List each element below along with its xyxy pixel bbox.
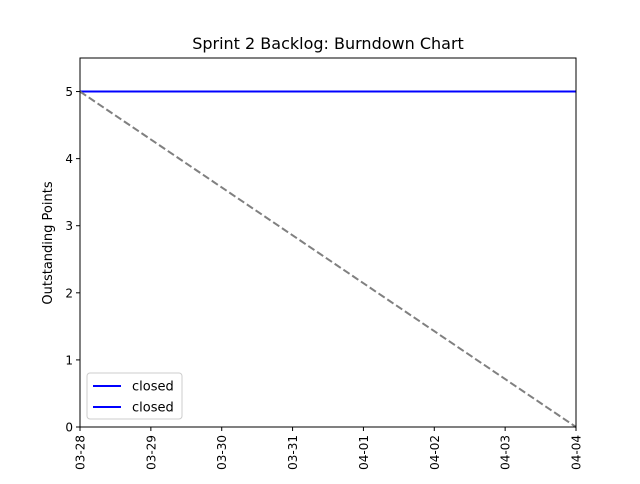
- x-tick-label: 04-04: [570, 435, 584, 470]
- x-tick-label: 04-03: [499, 435, 513, 470]
- y-tick-label: 2: [65, 286, 73, 300]
- series-line-2-ideal: [79, 90, 577, 428]
- y-tick-label: 0: [65, 421, 73, 435]
- y-tick-label: 4: [65, 152, 73, 166]
- legend-label: closed: [132, 380, 174, 395]
- chart-title: Sprint 2 Backlog: Burndown Chart: [192, 34, 464, 53]
- x-tick-label: 03-28: [74, 435, 88, 470]
- y-tick-label: 3: [65, 219, 73, 233]
- x-tick-label: 03-30: [215, 435, 229, 470]
- x-tick-label: 04-01: [357, 435, 371, 470]
- x-tick-label: 04-02: [428, 435, 442, 470]
- y-tick-label: 1: [65, 353, 73, 367]
- axes-frame: [79, 57, 577, 428]
- y-axis-label: Outstanding Points: [41, 181, 56, 304]
- legend-label: closed: [132, 401, 174, 416]
- x-tick-label: 03-29: [144, 435, 158, 470]
- x-tick-label: 03-31: [286, 435, 300, 470]
- y-tick-label: 5: [65, 85, 73, 99]
- plot-area: 0 1 2 3 4 5 03-28 03-29 03-30 03-31 04-01 04-02 04-0…: [65, 57, 584, 470]
